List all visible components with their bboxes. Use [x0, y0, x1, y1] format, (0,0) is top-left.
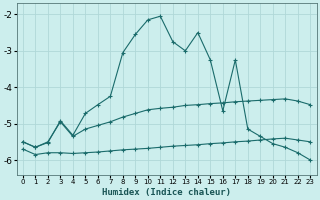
X-axis label: Humidex (Indice chaleur): Humidex (Indice chaleur): [102, 188, 231, 197]
